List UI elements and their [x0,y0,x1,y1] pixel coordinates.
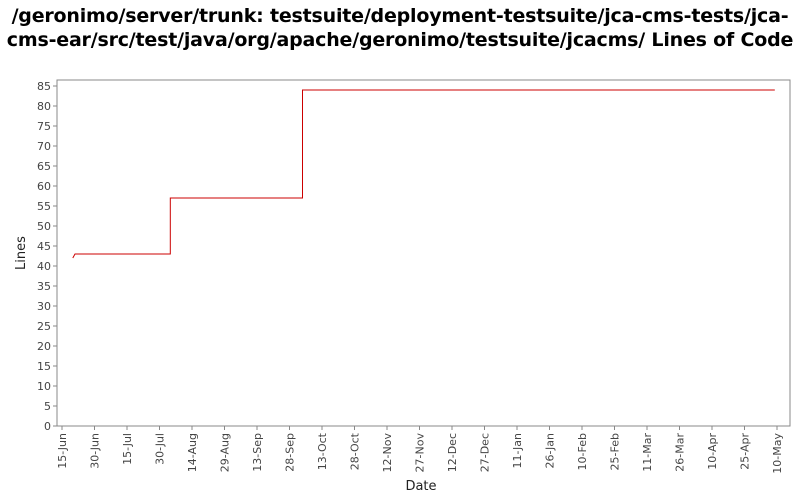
x-tick-label: 10-May [771,433,784,474]
x-tick-label: 12-Dec [446,433,459,472]
y-tick-label: 10 [37,380,51,393]
x-tick-label: 13-Sep [251,433,264,472]
y-tick-label: 80 [37,100,51,113]
y-tick-label: 70 [37,140,51,153]
x-tick-label: 30-Jun [89,433,102,469]
x-tick-label: 11-Jan [511,433,524,469]
y-tick-label: 20 [37,340,51,353]
y-tick-label: 0 [44,420,51,433]
chart-title: /geronimo/server/trunk: testsuite/deploy… [6,5,794,51]
x-tick-label: 10-Apr [706,433,719,470]
x-tick-label: 27-Nov [414,433,427,473]
x-tick-label: 28-Oct [349,432,362,470]
x-tick-label: 25-Apr [739,433,752,470]
y-tick-label: 45 [37,240,51,253]
x-tick-label: 25-Feb [609,433,622,470]
y-tick-label: 35 [37,280,51,293]
y-tick-label: 15 [37,360,51,373]
y-tick-label: 65 [37,160,51,173]
x-tick-label: 15-Jul [121,433,134,465]
x-tick-label: 26-Jan [544,433,557,469]
x-tick-label: 15-Jun [56,433,69,469]
x-tick-label: 10-Feb [576,433,589,470]
y-tick-label: 50 [37,220,51,233]
y-tick-label: 60 [37,180,51,193]
y-tick-label: 25 [37,320,51,333]
y-axis-label: Lines [14,236,29,270]
x-tick-label: 26-Mar [674,433,687,472]
x-tick-label: 12-Nov [381,433,394,473]
x-tick-label: 11-Mar [641,433,654,472]
y-axis: 0 5 10 15 20 25 30 35 40 45 50 55 60 65 70 75 80 85 [37,80,57,433]
y-tick-label: 5 [44,400,51,413]
series-line [72,89,775,259]
x-tick-label: 13-Oct [316,432,329,470]
x-tick-label: 29-Aug [219,433,232,472]
y-tick-label: 85 [37,80,51,93]
plot-area [56,79,791,427]
x-tick-label: 27-Dec [479,433,492,472]
x-tick-label: 28-Sep [284,433,297,472]
x-axis-label: Date [405,479,436,494]
x-axis: 15-Jun 30-Jun 15-Jul 30-Jul 14-Aug 29-Aug 13-S… [56,426,784,474]
y-tick-label: 75 [37,120,51,133]
y-tick-label: 30 [37,300,51,313]
y-tick-label: 55 [37,200,51,213]
y-tick-label: 40 [37,260,51,273]
x-tick-label: 30-Jul [154,433,167,465]
x-tick-label: 14-Aug [186,433,199,472]
